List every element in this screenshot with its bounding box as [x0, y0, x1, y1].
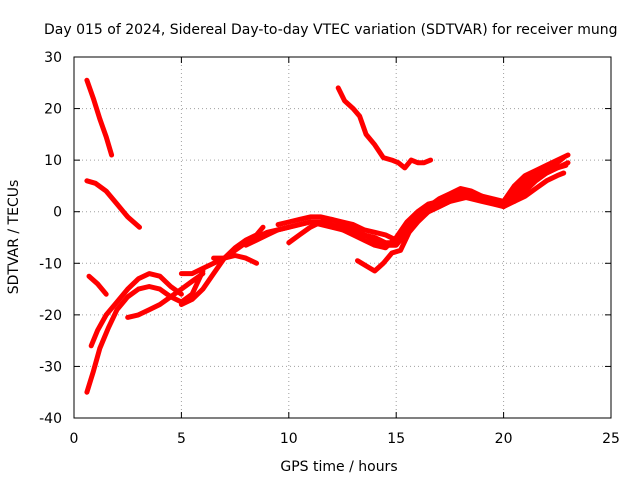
x-tick-label: 25	[602, 431, 620, 447]
series-line-12	[275, 152, 571, 248]
x-tick-label: 15	[387, 431, 405, 447]
series-line-13	[355, 160, 571, 274]
x-tick-labels: 0 5 10 15 20 25	[70, 431, 620, 447]
x-tick-label: 0	[70, 431, 79, 447]
y-tick-label: -20	[39, 308, 62, 324]
tick-marks	[73, 56, 612, 419]
y-tick-label: 0	[53, 205, 62, 221]
plot-frame	[73, 56, 612, 419]
series-line-1	[84, 77, 115, 158]
x-tick-label: 5	[177, 431, 186, 447]
y-tick-label: 20	[44, 102, 62, 118]
x-tick-label: 20	[495, 431, 513, 447]
y-tick-label: 10	[44, 153, 62, 169]
y-tick-label: 30	[44, 50, 62, 66]
series-line-2	[84, 178, 142, 230]
series-line-6	[125, 271, 206, 320]
y-tick-label: -30	[39, 359, 62, 375]
x-tick-label: 10	[280, 431, 298, 447]
x-axis-label: GPS time / hours	[280, 459, 397, 475]
y-axis-label: SDTVAR / TECUs	[6, 180, 22, 295]
series-line-14	[335, 85, 434, 171]
y-tick-labels: -40 -30 -20 -10 0 10 20 30	[39, 50, 62, 427]
chart-title: Day 015 of 2024, Sidereal Day-to-day VTE…	[44, 22, 618, 38]
series-line-3	[86, 273, 109, 297]
series-line-9	[211, 253, 260, 266]
y-tick-label: -10	[39, 256, 62, 272]
grid-lines	[74, 57, 611, 418]
series-group	[84, 77, 571, 395]
series-line-4	[88, 271, 184, 349]
y-tick-label: -40	[39, 411, 62, 427]
